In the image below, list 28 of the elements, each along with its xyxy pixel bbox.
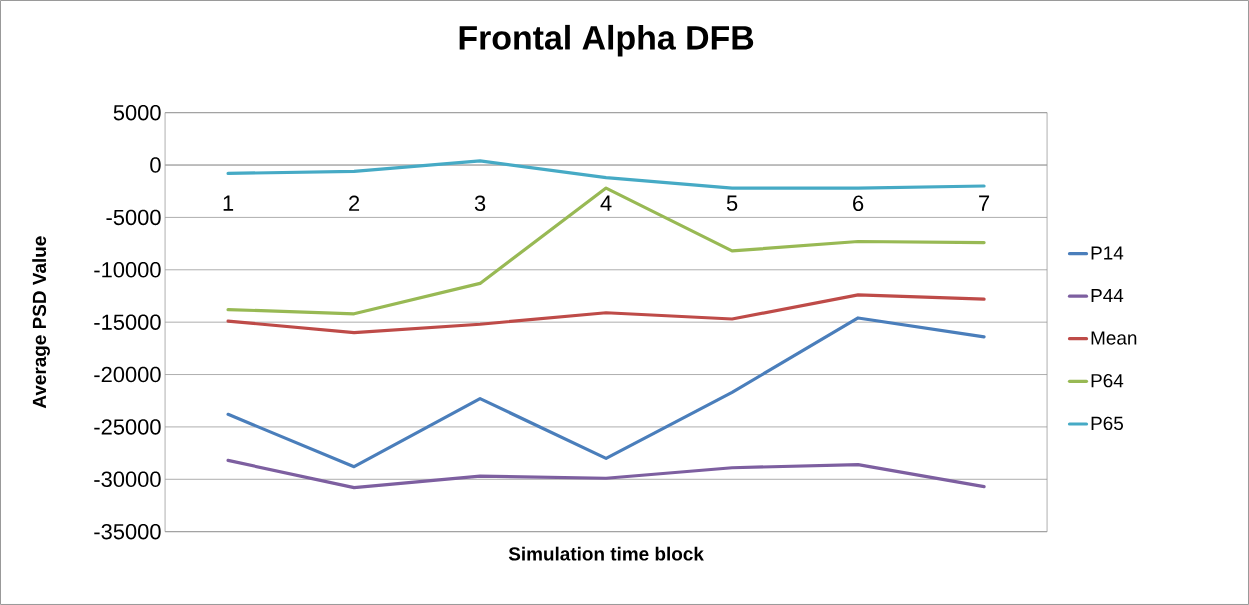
x-tick-label: 1	[223, 195, 234, 211]
y-axis-title: Average PSD Value	[32, 236, 50, 409]
x-tick-label: 5	[726, 195, 738, 211]
line-series	[226, 316, 986, 469]
line-series	[226, 458, 986, 490]
x-tick-label: 7	[979, 195, 990, 211]
x-tick-label: 6	[853, 195, 864, 212]
y-tick-label: -5000	[106, 209, 161, 226]
chart-title: Frontal Alpha DFB	[459, 24, 754, 57]
legend-label: P44	[1091, 288, 1124, 302]
y-tick-label: -10000	[94, 262, 161, 278]
y-tick-label: 0	[150, 157, 161, 173]
x-tick-label: 4	[600, 195, 612, 211]
x-tick-label: 3	[474, 195, 486, 212]
line-series	[226, 293, 986, 335]
legend-label: Mean	[1091, 331, 1137, 345]
line-series	[226, 159, 986, 190]
x-tick-label: 2	[349, 195, 360, 211]
legend-label: P64	[1091, 373, 1124, 388]
x-axis-title: Simulation time block	[508, 546, 704, 561]
y-tick-label: -30000	[94, 471, 161, 488]
y-tick-label: -20000	[94, 366, 161, 383]
y-tick-label: -35000	[94, 523, 161, 540]
y-tick-label: -15000	[94, 314, 161, 330]
y-tick-label: 5000	[113, 104, 161, 121]
legend-label: P65	[1091, 416, 1123, 431]
y-tick-label: -25000	[94, 419, 161, 435]
legend-label: P14	[1091, 246, 1124, 260]
